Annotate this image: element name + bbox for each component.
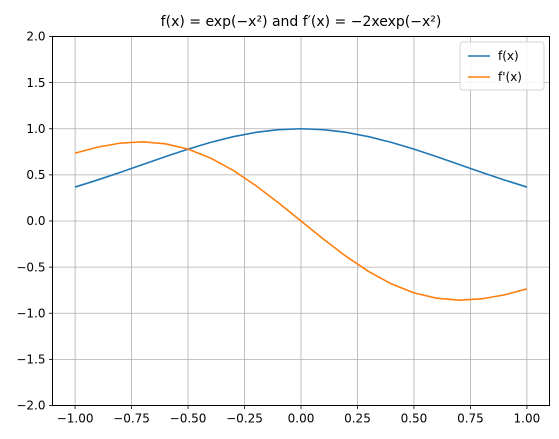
x-tick-label: 0.50	[401, 412, 428, 426]
y-tick-label: 2.0	[26, 30, 45, 44]
legend-label: f(x)	[498, 49, 519, 63]
x-tick-label: −0.75	[113, 412, 150, 426]
y-tick-label: −0.5	[16, 260, 45, 274]
axis-ticks: −1.00 −0.75 −0.50 −0.25 0.00 0.25 0.50 0.75 1.00…	[16, 30, 540, 426]
x-tick-label: 0.00	[288, 412, 315, 426]
y-tick-label: 1.5	[26, 76, 45, 90]
series-line-1	[74, 127, 528, 188]
x-tick-label: 1.00	[514, 412, 541, 426]
legend: f(x) f'(x)	[459, 41, 545, 91]
y-tick-label: 0.5	[26, 168, 45, 182]
chart-title: f(x) = exp(−x²) and f′(x) = −2xexp(−x²)	[161, 14, 442, 30]
y-tick-label: 0.0	[26, 214, 45, 228]
x-tick-label: 0.75	[457, 412, 484, 426]
y-tick-label: −1.5	[16, 353, 45, 367]
x-tick-label: −0.50	[170, 412, 207, 426]
y-tick-label: −2.0	[16, 399, 45, 413]
legend-label: f'(x)	[498, 70, 522, 84]
x-tick-label: 0.25	[344, 412, 371, 426]
y-tick-label: −1.0	[16, 306, 45, 320]
series-lines	[74, 127, 528, 301]
x-tick-label: −1.00	[57, 412, 94, 426]
x-tick-label: −0.25	[226, 412, 263, 426]
series-line-2	[74, 141, 528, 301]
y-tick-label: 1.0	[26, 122, 45, 136]
legend-box	[459, 41, 545, 91]
